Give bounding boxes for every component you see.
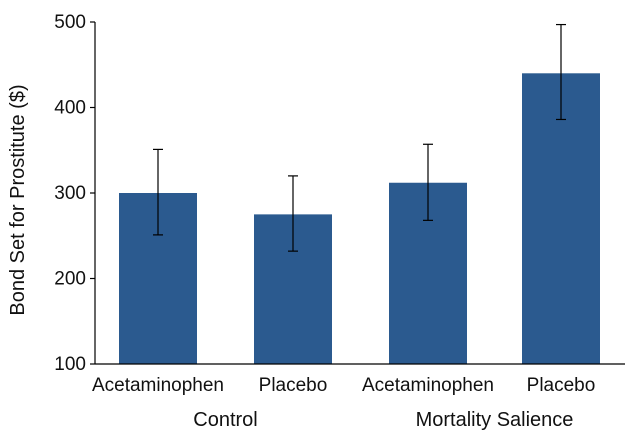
x-category-label-4: Placebo xyxy=(527,375,596,396)
y-tick-label-100: 100 xyxy=(54,354,86,375)
x-group-label-2: Mortality Salience xyxy=(416,409,574,431)
x-group-label-1: Control xyxy=(193,409,257,431)
x-category-label-2: Placebo xyxy=(259,375,328,396)
y-tick-label-400: 400 xyxy=(54,98,86,119)
plot-area: 100 200 300 400 500 Acetaminophen Placebo Aceta… xyxy=(54,12,625,431)
y-axis-title: Bond Set for Prostitute ($) xyxy=(7,84,29,315)
x-category-label-3: Acetaminophen xyxy=(362,375,494,396)
y-tick-label-200: 200 xyxy=(54,269,86,290)
x-category-label-1: Acetaminophen xyxy=(92,375,224,396)
bar-4 xyxy=(522,73,600,365)
y-tick-label-300: 300 xyxy=(54,183,86,204)
y-tick-label-500: 500 xyxy=(54,12,86,33)
